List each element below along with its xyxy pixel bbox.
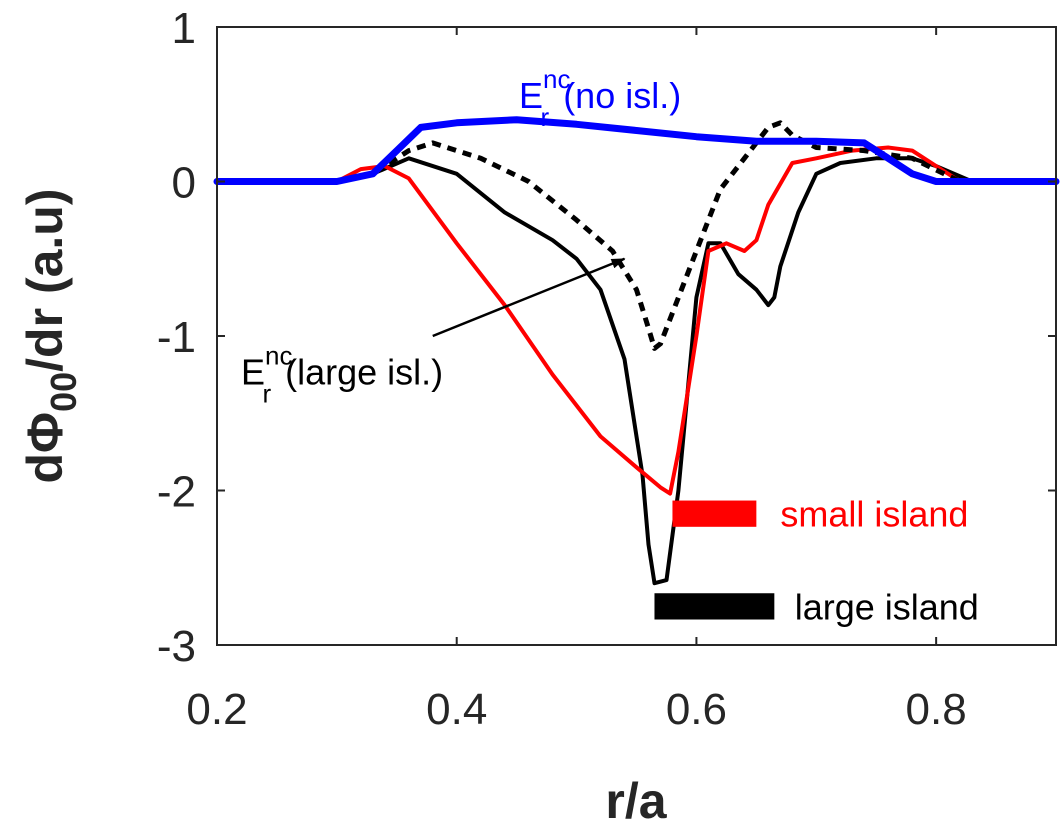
x-tick-label: 0.6: [666, 685, 727, 734]
y-tick-label: -3: [157, 622, 196, 671]
y-tick-label: 0: [172, 159, 196, 208]
y-tick-label: 1: [172, 4, 196, 53]
er-nc-large-island-label: Enc r(large isl.): [241, 341, 443, 409]
plot-series: [213, 116, 1060, 620]
x-tick-label: 0.2: [186, 685, 247, 734]
axis-ticks: 0.2 0.4 0.6 0.8 1 0 -1 -2 -3: [157, 4, 1056, 734]
er-nc-no-island-label: Enc r(no isl.): [519, 64, 681, 132]
x-tick-label: 0.4: [426, 685, 487, 734]
large-island-label: large island: [795, 586, 979, 627]
y-tick-label: -1: [157, 313, 196, 362]
y-tick-label: -2: [157, 468, 196, 517]
small-island-label: small island: [780, 494, 968, 535]
series-line-large-island: [215, 156, 1058, 586]
x-tick-label: 0.8: [906, 685, 967, 734]
annotation-arrow: [432, 257, 626, 338]
large-island-bar: [654, 593, 775, 620]
y-axis-label: dΦ00/dr (a.u): [17, 189, 84, 484]
annotations: small island large island Enc r(no isl.) …: [241, 64, 979, 627]
x-axis-label: r/a: [605, 773, 667, 829]
series-line-nc-no-isl: [213, 116, 1060, 185]
small-island-bar: [672, 500, 757, 527]
series-line-nc-large-isl: [217, 120, 1056, 351]
plot-frame: [216, 26, 1057, 646]
